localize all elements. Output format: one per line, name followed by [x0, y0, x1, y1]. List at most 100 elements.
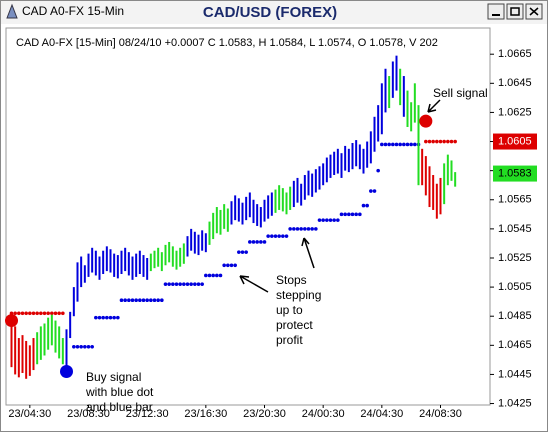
stop-dot — [79, 344, 83, 349]
annotation-line: protect — [276, 318, 313, 332]
window-buttons[interactable] — [487, 3, 543, 20]
stop-dot — [207, 273, 212, 278]
stop-dot — [376, 168, 380, 173]
stop-dot — [259, 240, 263, 244]
stop-dot — [174, 282, 179, 286]
y-tick-label: 1.0505 — [498, 281, 532, 293]
y-tick-label: 1.0525 — [498, 252, 532, 264]
chart-subtitle: CAD A0-FX [15-Min] 08/24/10 +0.0007 C 1.… — [16, 37, 438, 49]
stop-dot — [435, 139, 439, 144]
stop-dot — [369, 189, 373, 193]
stop-dot — [413, 142, 417, 147]
stop-dot — [442, 139, 446, 144]
stop-dot — [17, 311, 21, 316]
stop-dot — [149, 298, 153, 302]
stop-dot — [94, 315, 98, 320]
stop-dot — [130, 298, 135, 302]
stop-dot — [145, 298, 149, 302]
stop-dot — [218, 273, 223, 278]
stop-dot — [141, 298, 146, 302]
annotation-line: Stops — [276, 273, 307, 287]
stop-dot — [332, 218, 336, 222]
stop-dot — [288, 227, 292, 231]
stop-dot — [46, 311, 50, 316]
stop-dot — [387, 142, 391, 147]
stop-dot — [182, 282, 186, 286]
stop-dot — [402, 142, 406, 147]
stop-dot — [138, 298, 142, 302]
stop-dot — [31, 311, 36, 316]
stop-dot — [226, 263, 230, 268]
stop-dot — [248, 240, 252, 244]
stop-dot — [152, 298, 157, 302]
x-tick-label: 23/04:30 — [8, 408, 51, 420]
stop-dot — [61, 311, 65, 316]
x-tick-label: 23/12:30 — [126, 408, 169, 420]
annotation-arrow — [301, 237, 315, 269]
price-tag — [493, 133, 537, 150]
stop-dot — [281, 234, 285, 238]
y-tick-label: 1.0645 — [498, 77, 532, 89]
title-bar — [1, 1, 547, 24]
y-tick-label: 1.0665 — [498, 48, 532, 60]
stop-dot — [317, 218, 322, 222]
stop-dot — [185, 282, 190, 286]
price-tag — [493, 165, 537, 182]
stop-dot — [28, 311, 32, 316]
app-icon — [6, 3, 18, 19]
chart-title: CAD/USD (FOREX) — [203, 4, 337, 21]
stop-dot — [405, 142, 410, 147]
stop-dot — [237, 250, 241, 254]
signal-dot — [5, 314, 18, 328]
close-icon — [529, 7, 539, 16]
stop-dot — [273, 234, 278, 238]
stop-dot — [178, 282, 182, 286]
stop-dot — [167, 282, 171, 286]
stop-dot — [427, 139, 432, 144]
minimize-button[interactable] — [487, 3, 505, 20]
price-tag-label: 1.0583 — [498, 167, 532, 179]
stop-dot — [277, 234, 281, 238]
stop-dot — [339, 212, 344, 217]
stop-dot — [53, 311, 58, 316]
stop-dot — [86, 344, 91, 349]
stop-dot — [233, 263, 237, 268]
annotation-line: with blue dot — [85, 385, 154, 399]
x-tick-label: 24/00:30 — [302, 408, 345, 420]
stop-dot — [24, 311, 28, 316]
signal-dot — [60, 365, 73, 379]
maximize-icon — [510, 7, 520, 16]
stop-dot — [303, 227, 307, 231]
signal-dot — [419, 114, 433, 128]
annotation-line: stepping — [276, 288, 321, 302]
stop-dot — [306, 227, 311, 231]
stop-dot — [127, 298, 131, 302]
stop-dot — [229, 263, 234, 268]
maximize-button[interactable] — [506, 3, 524, 20]
stop-dot — [361, 203, 366, 208]
stop-dot — [160, 298, 164, 302]
stop-dot — [112, 315, 116, 320]
stop-dot — [105, 315, 109, 320]
stop-dot — [266, 234, 270, 238]
stop-dot — [383, 142, 388, 147]
price-tag-label: 1.0605 — [498, 135, 532, 147]
stop-dot — [134, 298, 138, 302]
stop-dot — [446, 139, 450, 144]
stop-dot — [222, 263, 226, 268]
y-tick-label: 1.0565 — [498, 194, 532, 206]
stop-dot — [83, 344, 87, 349]
stop-dot — [72, 344, 76, 349]
annotation-line: Buy signal — [86, 370, 141, 384]
annotation-line: and blue bar — [86, 400, 153, 414]
stop-dot — [97, 315, 102, 320]
stop-dot — [380, 142, 384, 147]
stop-dot — [284, 234, 289, 238]
x-tick-label: 23/08:30 — [67, 408, 110, 420]
y-tick-label: 1.0445 — [498, 368, 532, 380]
stop-dot — [193, 282, 197, 286]
stop-dot — [200, 282, 204, 286]
annotation-arrow — [427, 99, 441, 113]
stop-dot — [20, 311, 25, 316]
stop-dot — [299, 227, 303, 231]
